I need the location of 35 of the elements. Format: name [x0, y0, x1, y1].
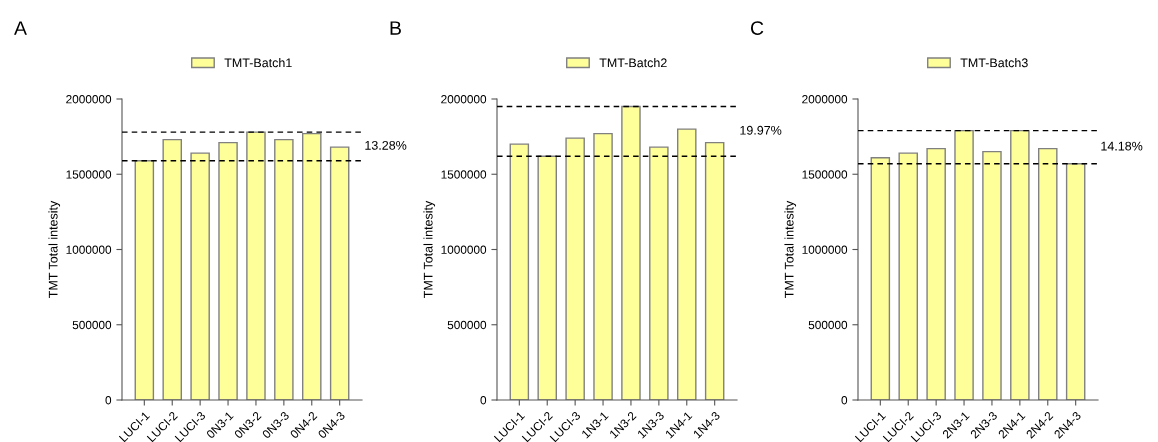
bar — [593, 132, 613, 400]
y-tick-label: 1500000 — [441, 170, 487, 179]
y-tick-label: 2000000 — [441, 95, 487, 104]
chart-title: C — [750, 21, 764, 35]
y-tick-label: 1000000 — [802, 245, 848, 254]
y-axis-title: TMT Total intesity — [48, 200, 61, 298]
bar — [621, 105, 641, 400]
y-tick-label: 1500000 — [66, 170, 112, 179]
y-tick-label: 500000 — [447, 320, 487, 330]
chart-title: A — [14, 21, 27, 35]
y-tick-label: 0 — [105, 396, 112, 405]
y-tick-label: 1000000 — [66, 245, 112, 254]
legend-label: TMT-Batch3 — [960, 58, 1028, 68]
text: 14.18% — [1101, 141, 1143, 151]
bar — [677, 128, 697, 400]
chart-title: B — [390, 21, 401, 35]
y-tick-label: 0 — [841, 396, 848, 405]
bar — [649, 146, 669, 400]
y-tick-label: 0 — [480, 396, 487, 405]
bar — [565, 137, 585, 400]
bar — [704, 141, 725, 400]
y-tick-label: 500000 — [808, 320, 848, 330]
y-tick-label: 1500000 — [802, 170, 848, 179]
text: 13.28% — [365, 140, 407, 150]
y-tick-label: 1000000 — [441, 245, 487, 254]
y-axis-title: TMT Total intesity — [423, 200, 436, 298]
y-tick-label: 2000000 — [66, 95, 112, 104]
bar — [537, 155, 557, 400]
legend-label: TMT-Batch1 — [224, 58, 292, 68]
bar — [509, 143, 530, 400]
y-tick-label: 2000000 — [802, 95, 848, 104]
legend-label: TMT-Batch2 — [599, 58, 667, 68]
y-axis-title: TMT Total intesity — [784, 200, 797, 298]
text: 19.97% — [740, 125, 782, 135]
y-tick-label: 500000 — [72, 320, 112, 330]
